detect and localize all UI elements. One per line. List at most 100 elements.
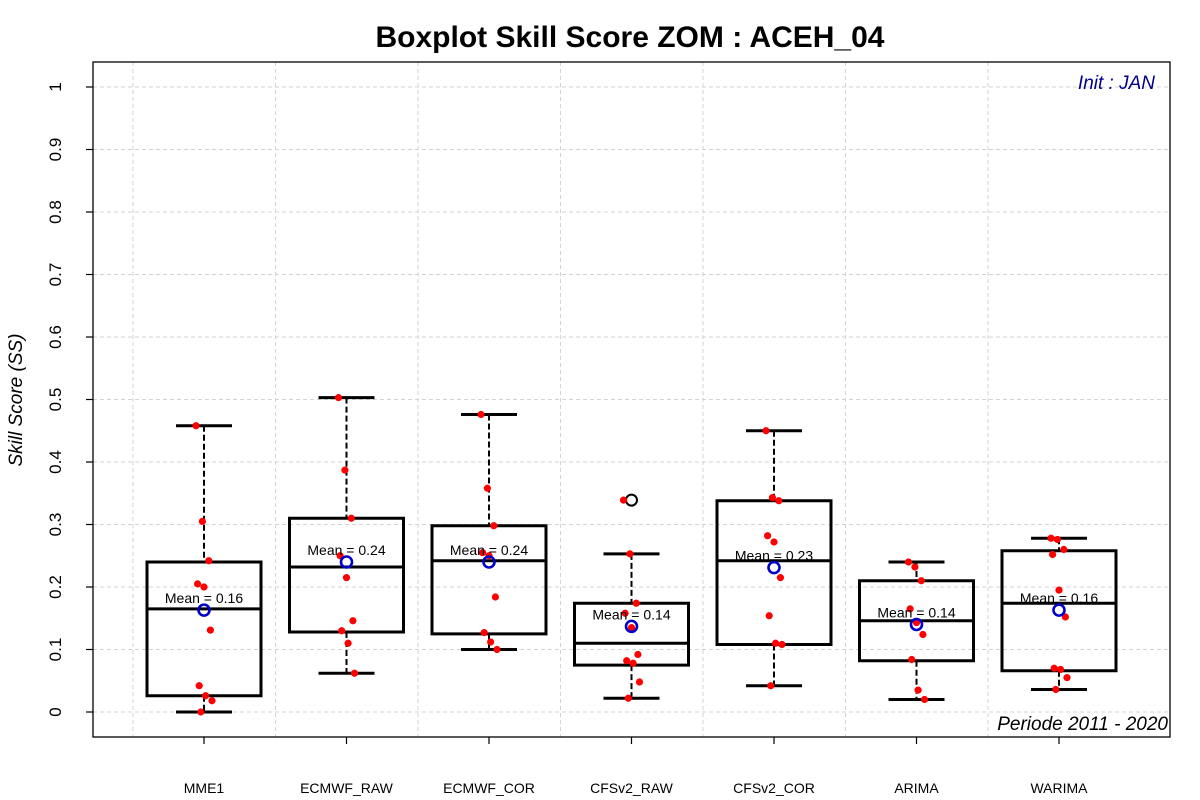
box-group-CFSv2_COR: Mean = 0.23 xyxy=(715,427,833,690)
data-point-1 xyxy=(341,466,349,474)
mean-marker xyxy=(339,555,354,569)
data-point-2 xyxy=(347,514,355,522)
data-point-5 xyxy=(919,630,927,639)
mean-marker xyxy=(482,555,496,569)
data-point-8 xyxy=(493,645,501,654)
init-annotation: Init : JAN xyxy=(1078,73,1155,94)
x-tick-label-MME1: MME1 xyxy=(184,780,225,796)
data-point-4 xyxy=(627,624,636,632)
data-point-7 xyxy=(772,639,780,647)
data-point-7 xyxy=(629,659,637,667)
data-point-1 xyxy=(1053,535,1061,544)
data-point-5 xyxy=(634,650,642,659)
data-point-4 xyxy=(912,619,921,627)
mean-marker xyxy=(909,617,924,632)
y-tick-label-5: 0.5 xyxy=(46,388,65,412)
data-point-8 xyxy=(778,640,786,649)
data-point-3 xyxy=(906,605,914,613)
data-point-5 xyxy=(206,626,214,634)
y-tick-label-10: 1 xyxy=(46,82,65,91)
data-point-3 xyxy=(479,549,487,557)
data-point-6 xyxy=(908,655,916,664)
data-point-1 xyxy=(911,563,919,571)
data-point-2 xyxy=(775,497,783,505)
data-point-3 xyxy=(1049,550,1057,559)
mean-label: Mean = 0.23 xyxy=(735,548,813,564)
data-point-0 xyxy=(1047,534,1055,542)
data-point-8 xyxy=(635,678,644,686)
data-point-1 xyxy=(768,494,777,502)
mean-label: Mean = 0.14 xyxy=(592,606,670,622)
data-point-9 xyxy=(197,708,205,716)
grid-lines xyxy=(93,62,1170,737)
data-point-6 xyxy=(338,627,346,635)
data-point-5 xyxy=(776,574,785,582)
mean-marker xyxy=(1052,603,1066,617)
data-point-3 xyxy=(621,609,629,617)
box-iqr xyxy=(288,516,405,634)
data-point-6 xyxy=(765,612,773,620)
data-point-2 xyxy=(632,599,640,607)
box-iqr xyxy=(430,524,548,636)
data-point-2 xyxy=(490,522,498,530)
mean-marker xyxy=(197,603,211,617)
data-point-5 xyxy=(491,593,499,601)
data-point-8 xyxy=(350,669,359,677)
x-tick-label-ARIMA: ARIMA xyxy=(894,780,939,796)
x-axis-labels: MME1 ECMWF_RAW ECMWF_COR CFSv2_RAW CFSv2_COR… xyxy=(184,737,1088,796)
data-point-7 xyxy=(202,692,210,700)
data-point-0 xyxy=(192,422,200,430)
y-tick-label-4: 0.4 xyxy=(46,450,65,474)
period-annotation: Periode 2011 - 2020 xyxy=(997,714,1168,735)
data-point-4 xyxy=(342,574,351,582)
y-tick-label-9: 0.9 xyxy=(46,138,65,162)
box-group-ECMWF_RAW: Mean = 0.24 xyxy=(288,394,405,677)
data-point-9 xyxy=(767,682,775,690)
data-point-0 xyxy=(904,558,913,566)
data-point-9 xyxy=(624,694,632,702)
x-tick-label-WARIMA: WARIMA xyxy=(1030,780,1088,796)
box-group-WARIMA: Mean = 0.16 xyxy=(1000,534,1118,694)
data-point-4 xyxy=(770,538,778,546)
box-iqr xyxy=(145,560,263,698)
data-point-6 xyxy=(480,629,488,637)
mean-label: Mean = 0.24 xyxy=(307,542,385,558)
y-tick-label-8: 0.8 xyxy=(46,200,65,224)
y-tick-label-1: 0.1 xyxy=(46,638,65,662)
y-tick-label-6: 0.6 xyxy=(46,325,65,349)
x-tick-label-CFSv2_RAW: CFSv2_RAW xyxy=(590,780,674,796)
box-group-ARIMA: Mean = 0.14 xyxy=(858,558,975,704)
data-point-5 xyxy=(349,617,357,625)
mean-marker xyxy=(767,560,781,575)
y-axis-label: Skill Score (SS) xyxy=(6,333,27,466)
data-point-0 xyxy=(762,427,770,435)
mean-marker xyxy=(624,619,639,634)
data-point-5 xyxy=(1061,613,1069,621)
data-point-7 xyxy=(487,638,495,646)
mean-label: Mean = 0.14 xyxy=(877,605,955,621)
mean-label: Mean = 0.16 xyxy=(1020,590,1098,606)
outlier-0 xyxy=(625,493,638,507)
data-point-8 xyxy=(1063,674,1071,682)
data-point-2 xyxy=(1060,545,1068,554)
data-point-2 xyxy=(205,557,213,565)
box-iqr xyxy=(1000,549,1118,673)
data-point-4 xyxy=(200,583,208,591)
data-point-7 xyxy=(1057,665,1065,674)
x-tick-label-CFSv2_COR: CFSv2_COR xyxy=(733,780,815,796)
data-point-0 xyxy=(477,410,485,419)
box-group-CFSv2_RAW: Mean = 0.14 xyxy=(573,493,690,702)
y-tick-label-2: 0.2 xyxy=(46,575,65,599)
data-point-3 xyxy=(194,580,202,588)
data-point-6 xyxy=(195,682,203,690)
data-point-1 xyxy=(626,550,634,558)
data-point-0 xyxy=(334,394,343,402)
box-group-MME1: Mean = 0.16 xyxy=(145,422,263,716)
y-tick-label-0: 0 xyxy=(46,707,65,716)
data-point-3 xyxy=(764,532,772,540)
data-point-9 xyxy=(1052,685,1060,694)
data-point-7 xyxy=(914,686,922,694)
mean-label: Mean = 0.16 xyxy=(165,590,243,606)
data-point-1 xyxy=(198,517,206,525)
